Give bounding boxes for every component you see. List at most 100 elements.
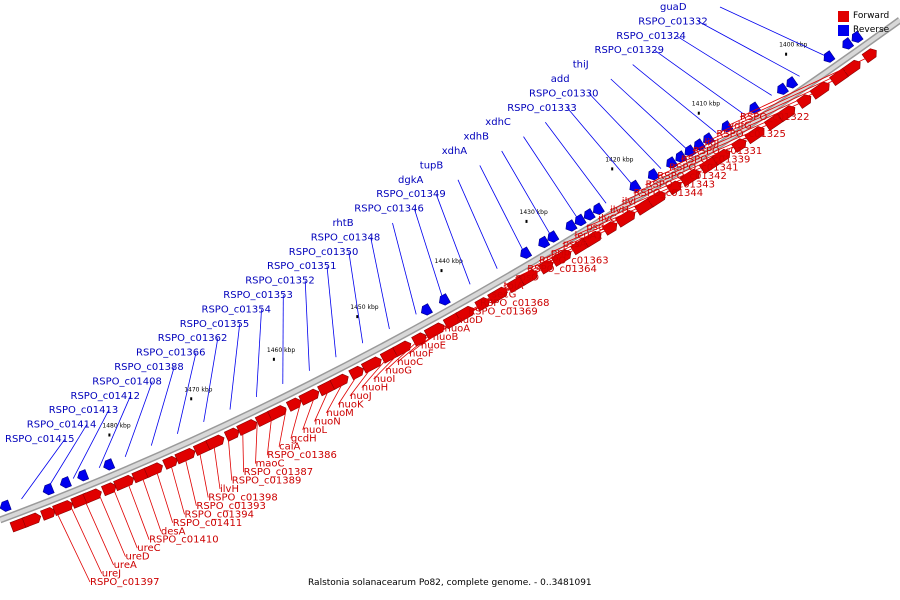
forward-leader-line [562,209,642,245]
kbp-tick-label: 1420 kbp [605,156,633,163]
reverse-gene-arrow [823,50,836,63]
reverse-leader-line [98,395,131,469]
forward-leader-line [213,443,221,490]
kbp-tick-label: 1470 kbp [184,386,212,393]
reverse-gene-arrow [59,476,72,489]
forward-gene-label: ilvI [622,197,636,208]
reverse-gene-arrow [629,179,642,193]
legend-reverse-label: Reverse [853,25,890,35]
forward-gene-label: RSPO_c01342 [657,171,727,182]
forward-gene-arrow [21,512,42,528]
reverse-gene-arrow [749,101,762,114]
forward-leader-line [550,218,627,253]
forward-leader-line [314,387,331,422]
kbp-tick-label: 1430 kbp [520,209,548,216]
reverse-gene-label: xdhB [464,132,490,143]
reverse-gene-label: RSPO_c01350 [289,247,359,258]
forward-gene-label: nuoM [326,408,353,419]
reverse-gene-label: rhtB [333,218,354,229]
reverse-leader-line [370,237,390,330]
forward-gene-label: rpsO [516,273,540,284]
reverse-leader-line [46,424,88,490]
forward-gene-label: ureA [114,560,137,571]
forward-gene-arrow [174,447,196,465]
gene-features [0,30,877,533]
genome-backbone [0,17,900,524]
kbp-tick-label: 1410 kbp [692,101,720,108]
reverse-gene-label: RSPO_c01362 [158,333,228,344]
forward-gene-label: RSPO_c01322 [740,112,810,123]
forward-gene-label: ydfG [728,121,752,132]
forward-gene-arrow [298,388,320,406]
forward-gene-label: psd [586,222,604,233]
forward-leader-line [586,190,672,228]
forward-leader-line [141,475,162,532]
reverse-leader-line [719,6,828,58]
forward-gene-arrow [82,488,102,504]
reverse-gene-label: RSPO_c01352 [245,276,315,287]
kbp-tick-mark [272,357,275,361]
forward-gene-label: RSPO_c01411 [173,518,243,529]
forward-gene-arrow [101,482,117,497]
forward-leader-line [408,324,448,355]
reverse-gene-label: xdhA [442,146,468,157]
forward-leader-line [397,332,433,363]
forward-leader-line [739,56,870,118]
reverse-gene-label: RSPO_c01333 [507,103,577,114]
reverse-leader-line [72,410,110,479]
reverse-leader-line [566,107,634,187]
legend-reverse: Reverse [838,23,898,37]
legend: Forward Reverse [838,9,898,37]
forward-gene-label: RSPO_c01393 [196,501,266,512]
reverse-leader-line [229,323,241,410]
reverse-leader-line [21,438,66,500]
forward-gene-label: ureJ [102,569,121,580]
forward-leader-line [302,394,316,430]
reverse-leader-line [632,64,717,134]
reverse-leader-line [256,309,262,398]
forward-leader-line [266,416,273,456]
gene-labels: RSPO_c01322ydfGRSPO_c01325ligJRSPO_c0133… [5,2,810,588]
reverse-leader-line [392,222,417,315]
reverse-leader-line [177,352,197,434]
reverse-gene-arrow [842,37,855,50]
reverse-leader-line [304,280,310,371]
forward-leader-line [98,493,126,557]
reverse-gene-arrow [420,303,433,316]
kbp-tick-mark [440,269,443,273]
forward-gene-label: nuoJ [350,391,372,402]
forward-leader-line [479,273,537,304]
kbp-tick-label: 1480 kbp [102,423,130,430]
forward-leader-line [728,67,855,126]
reverse-gene-arrow [786,76,799,89]
forward-gene-arrow [162,455,178,470]
forward-gene-arrow [360,356,382,374]
kbp-tick-label: 1440 kbp [435,258,463,265]
forward-leader-line [598,180,687,219]
forward-gene-label: nuoE [421,340,446,351]
forward-gene-arrow [392,340,412,357]
forward-leader-line [621,160,717,202]
reverse-gene-arrow [77,469,90,482]
forward-leader-line [680,109,794,160]
forward-gene-label: nuoH [362,383,388,394]
reverse-gene-label: RSPO_c01388 [114,362,184,373]
reverse-gene-label: add [551,74,570,85]
forward-gene-label: RSPO_c01398 [208,493,278,504]
forward-leader-line [55,511,91,583]
reverse-gene-label: RSPO_c01366 [136,348,206,359]
forward-gene-label: RSPO_c01364 [527,264,597,275]
forward-leader-line [337,371,360,405]
forward-leader-line [373,348,404,380]
forward-leader-line [198,450,209,498]
forward-gene-label: nuoF [409,349,434,360]
reverse-gene-label: RSPO_c01351 [267,261,337,272]
reverse-gene-label: RSPO_c01408 [92,376,162,387]
forward-gene-label: caiA [279,442,300,453]
forward-leader-line [70,505,103,574]
forward-gene-arrow [143,462,163,478]
forward-gene-label: nuoC [397,357,423,368]
forward-gene-label: maoC [256,459,285,470]
reverse-gene-label: RSPO_c01414 [27,420,97,431]
